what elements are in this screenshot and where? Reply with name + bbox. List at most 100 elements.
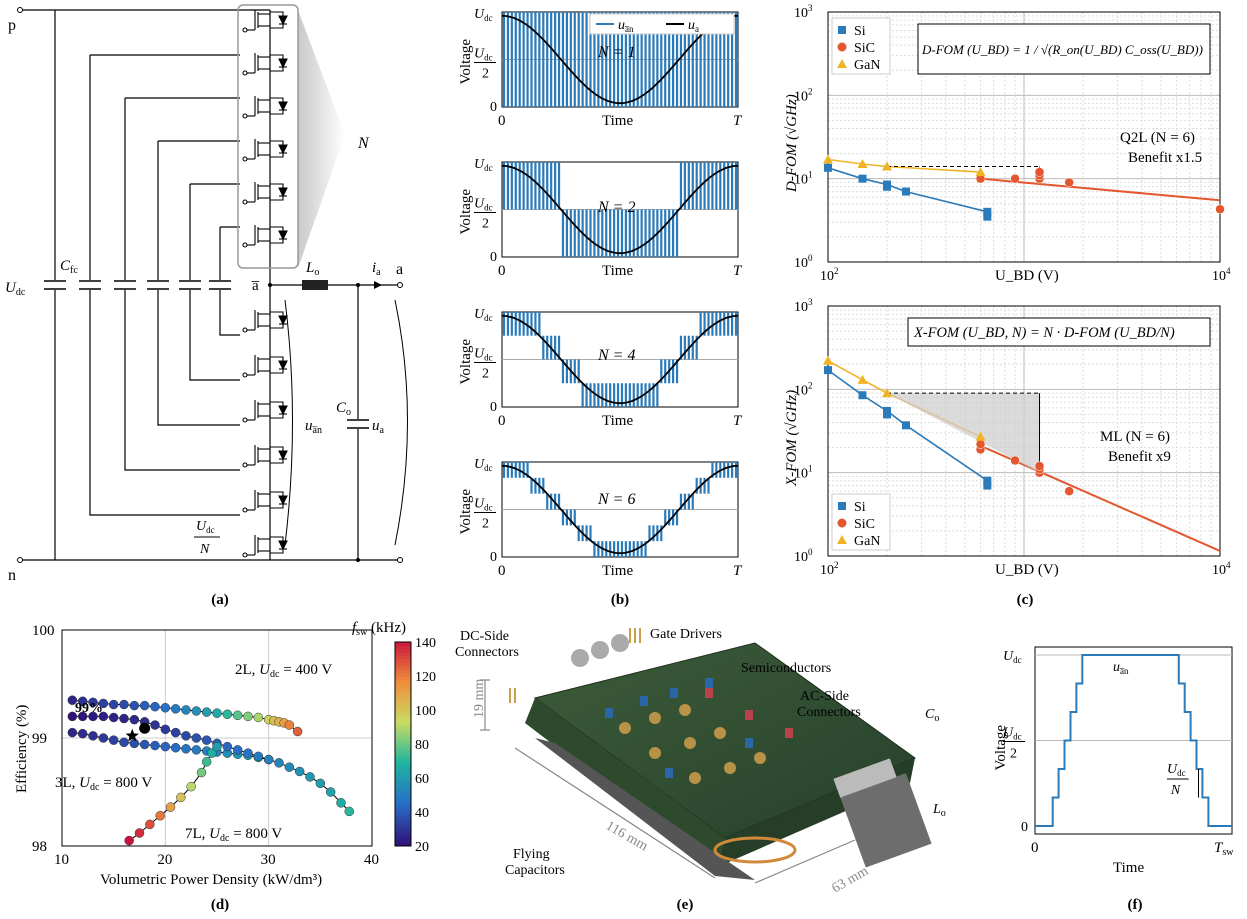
marker-sic <box>1064 177 1074 188</box>
ytick-2-f: 2 <box>1010 747 1017 762</box>
point-d <box>98 733 109 743</box>
point-d <box>191 706 202 716</box>
point-d <box>191 745 202 755</box>
point-d <box>160 703 171 713</box>
marker-gan <box>882 388 893 398</box>
marker-gan <box>882 161 893 171</box>
label-ac-side: AC-Side <box>800 689 849 704</box>
point-d <box>108 735 119 745</box>
marker-si <box>983 207 992 216</box>
legend-swatch <box>837 535 847 544</box>
step-label-f: Udc <box>1167 762 1186 778</box>
ylabel-f: Voltage <box>993 725 1009 771</box>
colorbar-seg <box>395 771 411 776</box>
point-d <box>315 778 326 789</box>
point-d <box>67 711 78 722</box>
circuit-diagram: p n a a̅ Udc Cfc Lo Co ia ua̅n ua N Udc … <box>5 4 408 584</box>
cb-tick: 60 <box>415 772 429 787</box>
point-d <box>129 700 140 711</box>
label-2l: 2L, Udc = 400 V <box>235 662 332 680</box>
point-d <box>222 709 233 719</box>
star-marker <box>125 728 139 742</box>
colorbar-seg <box>395 781 411 786</box>
legend-label-gan: GaN <box>854 58 880 73</box>
colorbar-seg <box>395 727 411 731</box>
node-a: a <box>396 261 403 278</box>
legend-label-si: Si <box>854 24 866 39</box>
colorbar-seg <box>395 822 411 827</box>
marker-sic <box>975 439 986 449</box>
annotation-c: Q2L (N = 6) <box>1120 130 1195 146</box>
point-d <box>201 757 212 767</box>
ylabel-b: Voltage <box>458 39 474 85</box>
xtick-d: 20 <box>157 852 172 868</box>
n-label-b-4: N = 6 <box>597 491 635 508</box>
point-d <box>201 707 212 717</box>
point-d <box>232 745 243 755</box>
point-d <box>98 711 109 722</box>
ytick-2: 2 <box>482 217 489 232</box>
udc-label: Udc <box>5 280 26 298</box>
colorbar-seg <box>395 832 411 837</box>
colorbar-seg <box>395 747 411 752</box>
point-d <box>336 798 346 808</box>
ytick-udc-half: Udc <box>474 47 493 63</box>
label-99: 99% <box>75 701 103 716</box>
label-flying-2: Capacitors <box>505 863 565 878</box>
marker-gan <box>975 431 986 441</box>
point-d <box>77 696 88 707</box>
svg-text:X-FOM (U_BD, N) = N · D-FOM (U: X-FOM (U_BD, N) = N · D-FOM (U_BD/N) <box>913 325 1175 341</box>
colorbar-seg <box>395 710 411 714</box>
caption-b: (b) <box>610 592 630 608</box>
colorbar-seg <box>395 706 411 711</box>
cb-tick: 140 <box>415 636 436 651</box>
colorbar-seg <box>395 679 411 684</box>
point-d <box>232 710 243 721</box>
point-d <box>88 697 98 708</box>
point-d <box>325 787 336 797</box>
point-d <box>170 742 181 753</box>
xlabel-b: Time <box>602 263 633 279</box>
colorbar-seg <box>395 693 411 697</box>
ytick-udc-half: Udc <box>474 497 493 513</box>
fit-line <box>827 158 981 173</box>
cb-tick: 100 <box>415 704 436 719</box>
caption-e: (e) <box>676 897 694 913</box>
panel-c: 100 101 102 103 102 104 U_BD (V) D-FOM (√GHz) D-… <box>784 3 1231 578</box>
point-d <box>263 754 274 765</box>
marker-si <box>858 391 867 400</box>
cb-label: fsw (kHz) <box>352 620 406 638</box>
xtick-T: T <box>733 413 743 429</box>
colorbar-seg <box>395 665 411 670</box>
point-d <box>207 748 217 758</box>
ytick-udc: Udc <box>474 457 493 473</box>
marker-sic <box>1010 173 1020 184</box>
colorbar-seg <box>395 723 411 728</box>
ytick-0: 0 <box>490 250 497 265</box>
xtick-d: 40 <box>364 852 379 868</box>
colorbar-seg <box>395 730 411 735</box>
benefit-c: Benefit x1.5 <box>1128 150 1202 166</box>
colorbar-seg <box>395 767 411 772</box>
legend-label-gan: GaN <box>854 534 880 549</box>
ytick-c: 101 <box>794 170 813 188</box>
xtick-c: 102 <box>820 560 839 578</box>
chart-f: Udc Udc 2 0 Voltage 0 Tsw Time ua̅n Udc N <box>993 646 1234 876</box>
xlabel-b: Time <box>602 563 633 579</box>
legend-swatch <box>837 59 847 68</box>
point-d <box>129 714 140 725</box>
ylabel-d: Efficiency (%) <box>14 705 30 793</box>
n-label-b-1: N = 1 <box>597 44 635 61</box>
marker-si <box>883 410 892 419</box>
xtick-0: 0 <box>498 413 506 429</box>
caption-d: (d) <box>210 897 230 913</box>
colorbar-seg <box>395 778 411 782</box>
point-d <box>181 731 191 741</box>
ia-label: ia <box>372 260 381 278</box>
point-d <box>119 699 129 710</box>
ytick-c: 101 <box>794 464 813 482</box>
legend-b: ua̅n ua <box>589 13 735 35</box>
